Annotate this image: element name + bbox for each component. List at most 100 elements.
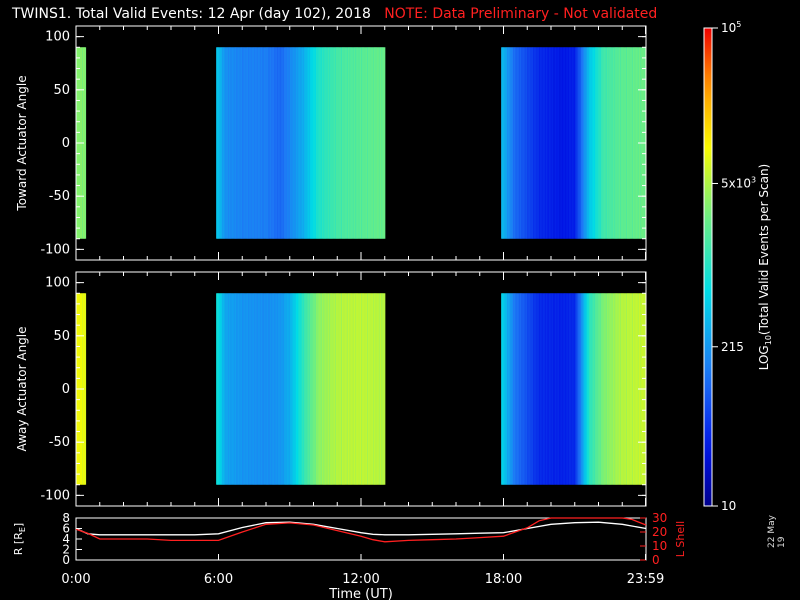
- heat-cell: [629, 293, 632, 485]
- heat-cell: [528, 47, 531, 239]
- heat-cell: [553, 47, 556, 239]
- heat-cell: [300, 293, 303, 485]
- heat-cell: [566, 47, 569, 239]
- heat-cell: [374, 293, 376, 485]
- heat-cell: [301, 293, 304, 485]
- heat-cell: [262, 293, 265, 485]
- heat-cell: [376, 47, 379, 239]
- heat-cell: [526, 293, 528, 485]
- heat-cell: [370, 293, 373, 485]
- heat-cell: [346, 293, 349, 485]
- heat-cell: [602, 47, 604, 239]
- heat-cell: [306, 293, 309, 485]
- heat-cell: [279, 293, 281, 485]
- heat-cell: [587, 293, 590, 485]
- y-tick-label: 50: [53, 83, 70, 98]
- heat-cell: [524, 47, 527, 239]
- heat-cell: [507, 47, 509, 239]
- heat-cell: [556, 47, 559, 239]
- heat-cell: [532, 293, 534, 485]
- heat-cell: [567, 47, 570, 239]
- heat-cell: [376, 293, 379, 485]
- heat-cell: [501, 293, 503, 485]
- heat-cell: [534, 47, 537, 239]
- heat-cell: [604, 47, 607, 239]
- heat-cell: [218, 293, 221, 485]
- heat-cell: [600, 293, 603, 485]
- heat-cell: [315, 293, 318, 485]
- x-tick-label: 0:00: [61, 572, 90, 587]
- heat-cell: [547, 293, 550, 485]
- heat-cell: [380, 47, 382, 239]
- heat-cell: [521, 293, 524, 485]
- heat-cell: [539, 47, 541, 239]
- heat-cell: [260, 293, 262, 485]
- heat-cell: [349, 47, 351, 239]
- heat-cell: [243, 293, 246, 485]
- heat-cell: [285, 293, 287, 485]
- y-tick-label: -50: [49, 435, 70, 450]
- heat-cell: [302, 47, 305, 239]
- heat-cell: [527, 47, 530, 239]
- heat-cell: [359, 47, 362, 239]
- heat-cell: [263, 47, 266, 239]
- heat-cell: [608, 47, 610, 239]
- heat-cell: [311, 47, 313, 239]
- heat-cell: [574, 293, 577, 485]
- heat-cell: [370, 47, 373, 239]
- heat-cell: [624, 47, 627, 239]
- heat-cell: [523, 293, 526, 485]
- heat-cell: [276, 47, 279, 239]
- heat-cell: [353, 47, 356, 239]
- heat-cell: [382, 47, 385, 239]
- heat-cell: [325, 47, 328, 239]
- heat-cell: [530, 47, 533, 239]
- heat-cell: [625, 293, 628, 485]
- heat-cell: [517, 293, 520, 485]
- heat-cell: [249, 293, 252, 485]
- heat-cell: [255, 293, 258, 485]
- heat-cell: [562, 47, 565, 239]
- y-tick-label: -100: [40, 242, 70, 257]
- heat-cell: [305, 293, 307, 485]
- heat-cell: [220, 47, 223, 239]
- heat-cell: [546, 47, 549, 239]
- heat-cell: [261, 293, 264, 485]
- heat-cell: [564, 293, 566, 485]
- y-tick-label-right: 30: [652, 511, 667, 525]
- heat-cell: [573, 293, 576, 485]
- heat-cell: [523, 47, 526, 239]
- heat-cell: [529, 47, 532, 239]
- heat-cell: [230, 47, 233, 239]
- heat-cell: [283, 47, 286, 239]
- heat-cell: [235, 47, 237, 239]
- heat-cell: [547, 47, 550, 239]
- heat-cell: [275, 293, 278, 485]
- heat-cell: [247, 293, 249, 485]
- heat-cell: [217, 293, 220, 485]
- heat-cell: [347, 293, 350, 485]
- y-tick-label: 0: [62, 553, 70, 567]
- heat-cell: [220, 293, 223, 485]
- heat-cell: [242, 293, 245, 485]
- heat-cell: [573, 47, 576, 239]
- heat-cell: [250, 293, 253, 485]
- heat-cell: [281, 47, 284, 239]
- heat-cell: [508, 293, 511, 485]
- heat-cell: [314, 47, 317, 239]
- heat-cell: [571, 293, 573, 485]
- heat-cell: [269, 47, 272, 239]
- heat-cell: [349, 293, 351, 485]
- heat-cell: [252, 47, 255, 239]
- heat-cell: [357, 47, 360, 239]
- heat-cell: [334, 293, 337, 485]
- heat-cell: [599, 293, 602, 485]
- heat-cell: [332, 47, 335, 239]
- heat-cell: [366, 47, 369, 239]
- heat-cell: [382, 293, 385, 485]
- heat-cell: [627, 293, 629, 485]
- heat-cell: [363, 293, 366, 485]
- heat-cell: [556, 293, 559, 485]
- heat-cell: [592, 293, 595, 485]
- x-axis-label: Time (UT): [328, 587, 393, 600]
